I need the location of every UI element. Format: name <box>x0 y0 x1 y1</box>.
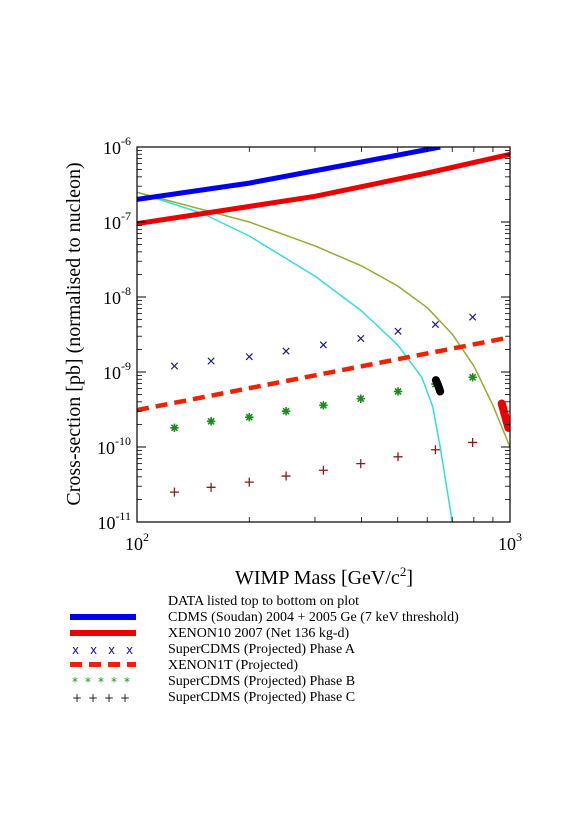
legend-sample-xenon1t <box>70 658 136 674</box>
x-tick-label: 102 <box>125 530 149 554</box>
data-point-plus-marker <box>206 482 216 492</box>
legend-label-phase-c: SuperCDMS (Projected) Phase C <box>168 690 356 705</box>
y-tick-label: 10-7 <box>103 209 131 233</box>
data-point-plus-marker <box>468 437 478 447</box>
y-tick-label: 10-8 <box>103 284 131 308</box>
series-dashed-3 <box>137 335 510 413</box>
legend-symbol: * <box>72 675 78 689</box>
data-point-plus-marker <box>356 459 366 469</box>
data-point-plus-marker <box>281 471 291 481</box>
data-point-star-marker <box>468 373 477 382</box>
legend-sample-cdms <box>70 610 136 626</box>
data-point-plus-marker <box>244 477 254 487</box>
legend-symbol: x <box>72 643 80 657</box>
legend-sample-xenon10 <box>70 626 136 642</box>
data-point-star-marker <box>356 394 365 403</box>
x-tick-label: 103 <box>498 530 522 554</box>
series-layer <box>137 147 510 522</box>
data-point-star-marker <box>393 387 403 396</box>
limit-curve-1 <box>137 191 453 522</box>
y-tick-label: 10-11 <box>97 509 131 533</box>
legend-sample-phase-b: * * * * * <box>70 674 136 690</box>
data-point-x-marker <box>431 320 440 329</box>
y-tick-label: 10-10 <box>97 434 131 458</box>
legend-symbol: + <box>72 691 83 705</box>
legend-label-phase-b: SuperCDMS (Projected) Phase B <box>168 674 356 689</box>
legend-label-phase-a: SuperCDMS (Projected) Phase A <box>168 642 356 657</box>
limit-curve-2 <box>137 191 510 448</box>
data-point-star-marker <box>170 423 179 433</box>
legend-label-cdms: CDMS (Soudan) 2004 + 2005 Ge (7 keV thre… <box>168 610 459 625</box>
data-point-star-marker <box>319 401 328 410</box>
y-tick-label: 10-6 <box>103 134 131 158</box>
data-point-x-marker <box>357 334 365 343</box>
data-point-plus-marker <box>393 452 403 462</box>
plot-frame <box>136 146 511 523</box>
ticks-layer: 10-11 10-10 10-9 10-8 10-7 10-6 102 103 <box>97 134 522 554</box>
legend-label-xenon10: XENON10 2007 (Net 136 kg-d) <box>168 626 350 641</box>
data-point-x-marker <box>394 327 402 335</box>
legend-symbol: x <box>108 643 116 657</box>
legend-sample-phase-c: + + + + <box>70 690 136 706</box>
data-point-star-marker <box>206 417 216 426</box>
y-axis-title: Cross-section [pb] (normalised to nucleo… <box>63 162 85 505</box>
legend-symbol: + <box>120 691 131 705</box>
legend-label-xenon1t: XENON1T (Projected) <box>168 658 298 673</box>
legend-title: DATA listed top to bottom on plot <box>168 594 359 609</box>
y-tick-label: 10-9 <box>103 359 131 383</box>
data-point-plus-marker <box>318 465 328 475</box>
legend-item-phase-c: + + + + SuperCDMS (Projected) Phase C <box>70 690 570 706</box>
data-point-star-marker <box>281 407 291 416</box>
x-axis-title: WIMP Mass [GeV/c2] <box>235 564 413 589</box>
series-line-1 <box>137 151 510 227</box>
legend-symbol: x <box>90 643 98 657</box>
legend-item-phase-a: x x x x SuperCDMS (Projected) Phase A <box>70 642 570 658</box>
legend-symbol: + <box>104 691 115 705</box>
data-point-plus-marker <box>169 487 179 497</box>
highlight-segment-2 <box>497 399 510 432</box>
data-point-x-marker <box>170 362 179 370</box>
legend-symbol: x <box>126 643 134 657</box>
legend-symbol: * <box>124 675 130 689</box>
data-point-x-marker <box>245 353 253 361</box>
legend-item-phase-b: * * * * * SuperCDMS (Projected) Phase B <box>70 674 570 690</box>
legend-symbol: * <box>85 675 91 689</box>
legend-symbol: * <box>98 675 104 689</box>
data-point-x-marker <box>282 347 290 355</box>
legend-item-xenon10: XENON10 2007 (Net 136 kg-d) <box>70 626 570 642</box>
data-point-star-marker <box>245 412 254 422</box>
legend-item-xenon1t: XENON1T (Projected) <box>70 658 570 674</box>
series-line-0 <box>137 147 441 202</box>
legend-item-cdms: CDMS (Soudan) 2004 + 2005 Ge (7 keV thre… <box>70 610 570 626</box>
data-point-x-marker <box>469 313 477 321</box>
data-point-x-marker <box>207 357 215 365</box>
data-point-plus-marker <box>430 445 440 455</box>
highlight-segment-1 <box>431 376 445 396</box>
legend-symbol: * <box>111 675 117 689</box>
legend-symbol: + <box>88 691 99 705</box>
legend-sample-phase-a: x x x x <box>70 642 136 658</box>
data-point-x-marker <box>319 341 328 349</box>
